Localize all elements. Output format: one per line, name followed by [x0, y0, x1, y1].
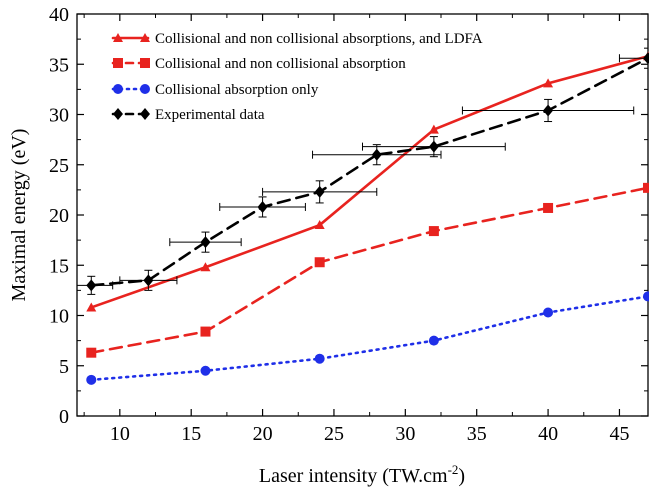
data-point	[643, 291, 649, 302]
x-axis-title: Laser intensity (TW.cm-2)	[259, 462, 465, 487]
y-tick-label: 25	[49, 155, 69, 177]
data-point	[643, 182, 649, 193]
data-point	[200, 236, 211, 249]
data-point	[200, 326, 211, 337]
data-point	[428, 226, 439, 237]
y-tick-label: 5	[59, 356, 69, 378]
legend-marker	[140, 33, 150, 42]
legend-marker	[140, 58, 150, 68]
legend-label: Collisional and non collisional absorpti…	[155, 56, 406, 72]
data-point	[86, 302, 97, 312]
data-point	[86, 374, 97, 385]
series-layer	[77, 47, 649, 385]
series-2	[86, 291, 649, 385]
series-line	[89, 186, 648, 354]
plot-frame	[76, 13, 649, 417]
legend-label: Collisional and non collisional absorpti…	[155, 31, 483, 47]
legend-marker	[140, 108, 150, 120]
legend-label: Experimental data	[155, 107, 265, 123]
legend-label: Collisional absorption only	[155, 82, 319, 98]
data-point	[200, 262, 211, 272]
x-axis-title-sup: -2	[448, 462, 459, 477]
legend-marker	[113, 33, 123, 42]
axis-ticks: 10 15 20 25 30 35 40 45 0 5 10 15 20 25 30 35 40	[49, 4, 648, 445]
legend-marker	[113, 58, 123, 68]
y-tick-label: 20	[49, 205, 69, 227]
data-point	[314, 185, 325, 198]
data-point	[143, 274, 154, 287]
x-tick-label: 15	[181, 423, 201, 445]
y-tick-label: 10	[49, 306, 69, 328]
data-point	[428, 124, 439, 134]
data-point	[643, 52, 649, 65]
data-point	[428, 335, 439, 346]
data-point	[543, 202, 554, 213]
series-line	[89, 295, 648, 382]
x-axis-title-end: )	[458, 465, 465, 487]
data-point	[257, 200, 268, 213]
error-bars	[77, 47, 648, 295]
series-line	[89, 54, 648, 309]
y-tick-label: 30	[49, 105, 69, 127]
legend-marker	[113, 108, 123, 120]
y-tick-label: 40	[49, 4, 69, 26]
x-tick-label: 40	[538, 423, 558, 445]
data-point	[314, 257, 325, 268]
data-point	[314, 353, 325, 364]
legend-marker	[113, 84, 123, 94]
legend: Collisional and non collisional absorpti…	[111, 31, 483, 123]
series-3	[77, 47, 649, 295]
y-tick-label: 15	[49, 255, 69, 277]
data-point	[314, 220, 325, 230]
data-point	[428, 140, 439, 153]
data-point	[371, 148, 382, 161]
data-point	[543, 78, 554, 88]
y-tick-label: 35	[49, 54, 69, 76]
x-tick-label: 45	[609, 423, 629, 445]
x-tick-label: 10	[110, 423, 130, 445]
x-tick-label: 30	[395, 423, 415, 445]
x-tick-label: 35	[467, 423, 487, 445]
y-tick-label: 0	[59, 406, 69, 428]
legend-marker	[140, 84, 150, 94]
data-point	[200, 365, 211, 376]
series-1	[86, 182, 649, 358]
x-tick-label: 25	[324, 423, 344, 445]
data-point	[543, 307, 554, 318]
x-tick-label: 20	[253, 423, 273, 445]
y-axis-title: Maximal energy (eV)	[8, 129, 30, 302]
data-point	[86, 347, 97, 358]
data-point	[543, 104, 554, 117]
data-point	[86, 279, 97, 292]
